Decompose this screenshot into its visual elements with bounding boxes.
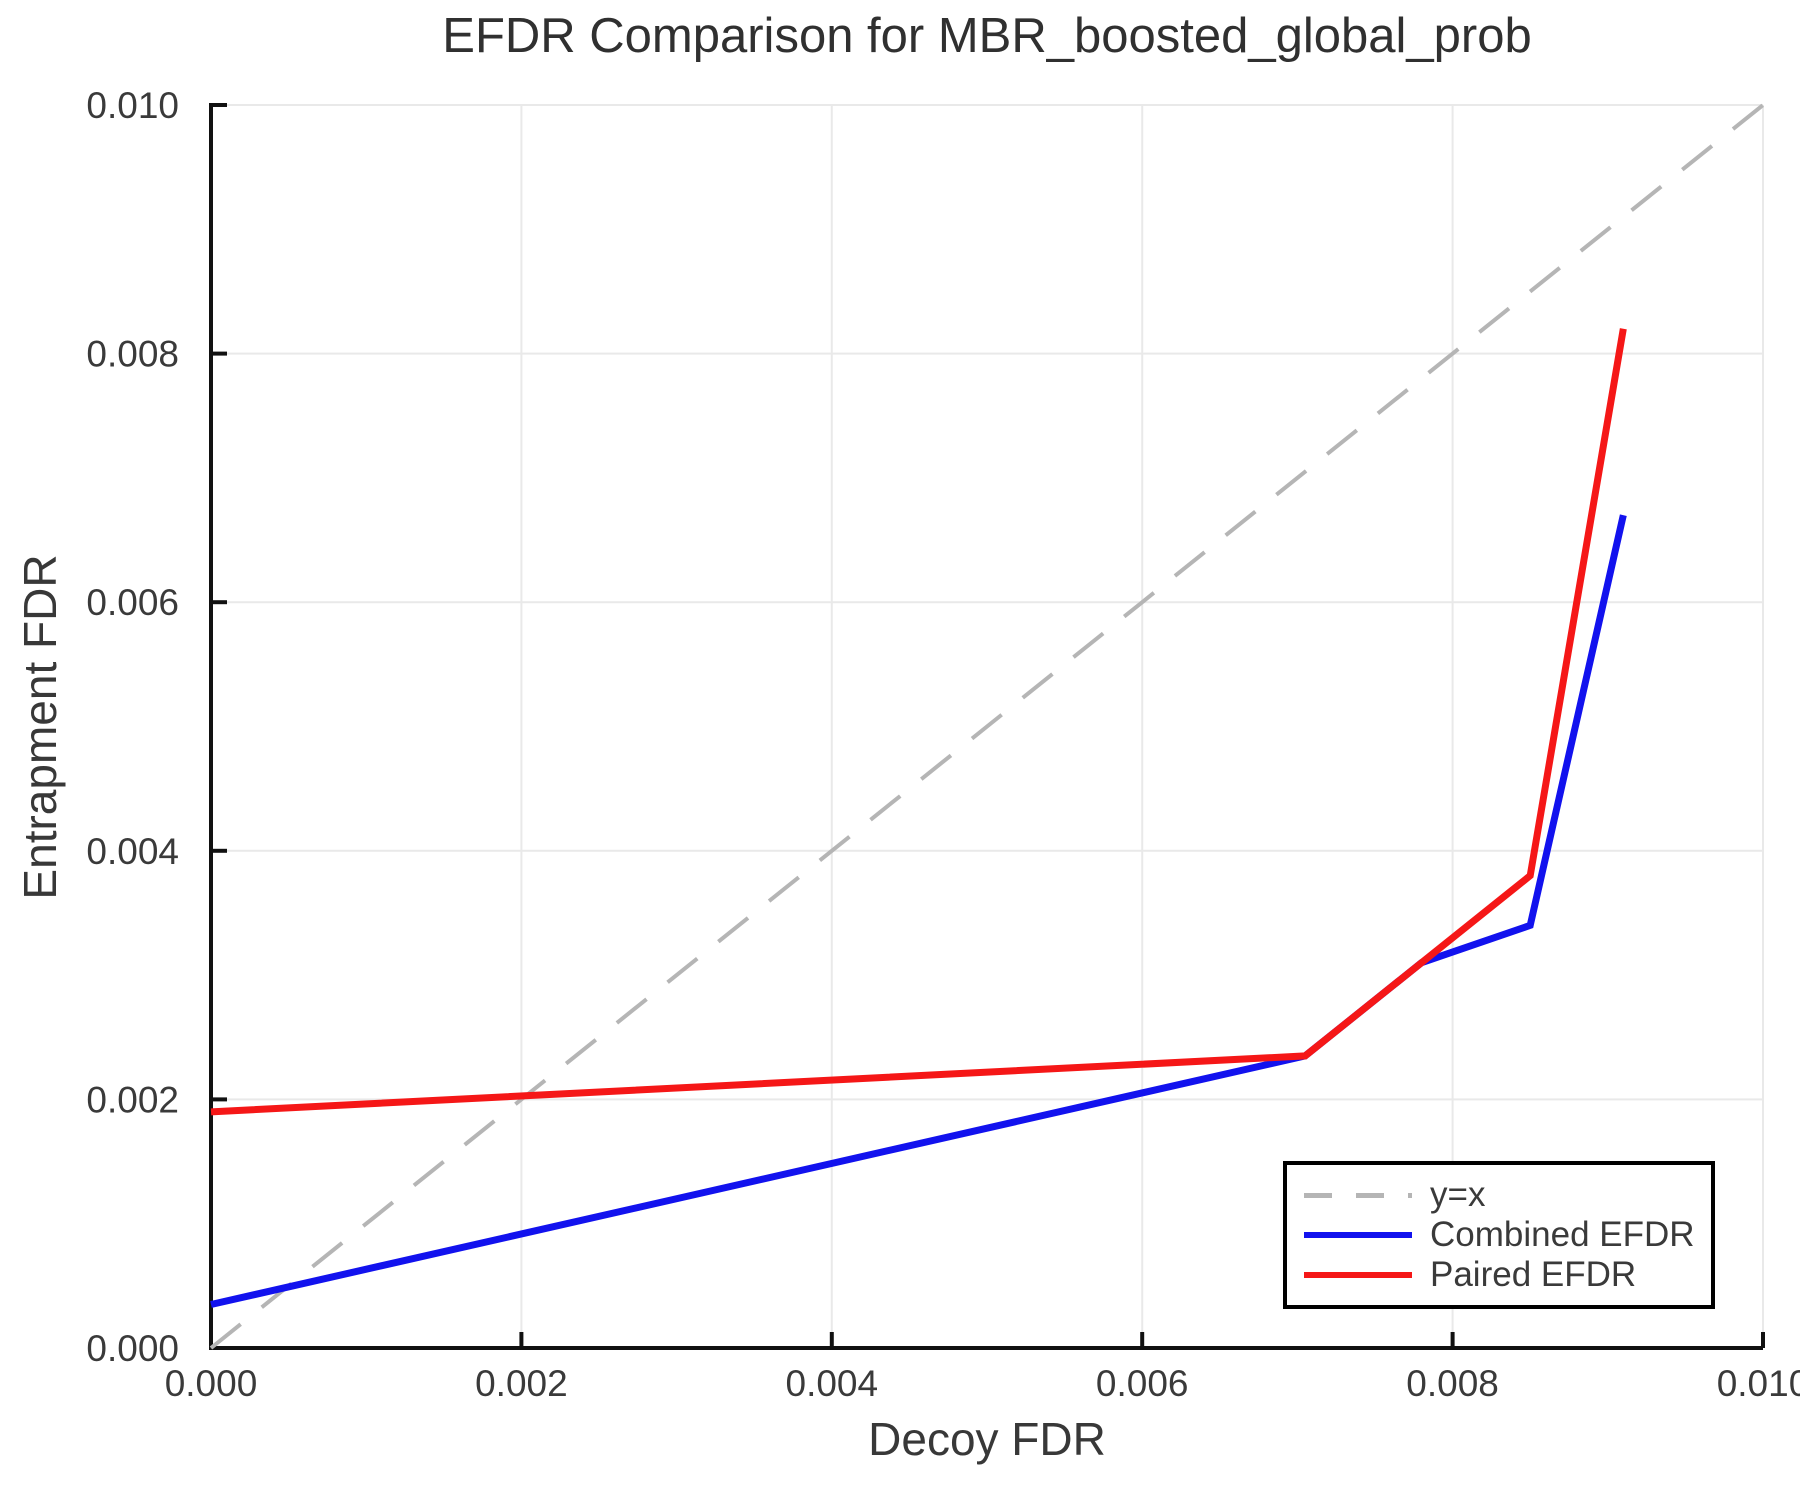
x-tick-label: 0.010 [1717,1363,1800,1404]
legend-label: Combined EFDR [1430,1215,1695,1254]
legend-item: Combined EFDR [1304,1215,1711,1255]
legend: y=x Combined EFDR Paired EFDR [1283,1161,1715,1309]
y-tick-label: 0.004 [86,831,179,872]
legend-label: y=x [1430,1175,1486,1214]
legend-line-sample [1304,1232,1412,1238]
y-tick-label: 0.010 [86,85,179,126]
y-tick-label: 0.002 [86,1079,179,1120]
x-tick-label: 0.002 [475,1363,568,1404]
legend-line-sample [1304,1192,1412,1198]
series-line-y-x [209,103,1765,1350]
series-line-paired-efdr [210,328,1627,1116]
legend-item: Paired EFDR [1304,1255,1711,1295]
x-tick-label: 0.000 [165,1363,258,1404]
x-axis-label: Decoy FDR [868,1413,1106,1465]
x-tick-label: 0.006 [1096,1363,1189,1404]
legend-label: Paired EFDR [1430,1255,1637,1294]
legend-item: y=x [1304,1175,1711,1215]
y-tick-label: 0.008 [86,334,179,375]
y-tick-label: 0.000 [86,1328,179,1369]
x-tick-label: 0.004 [786,1363,879,1404]
x-tick-label: 0.008 [1406,1363,1499,1404]
chart-title: EFDR Comparison for MBR_boosted_global_p… [442,9,1532,63]
y-tick-label: 0.006 [86,582,179,623]
legend-line-sample [1304,1272,1412,1278]
